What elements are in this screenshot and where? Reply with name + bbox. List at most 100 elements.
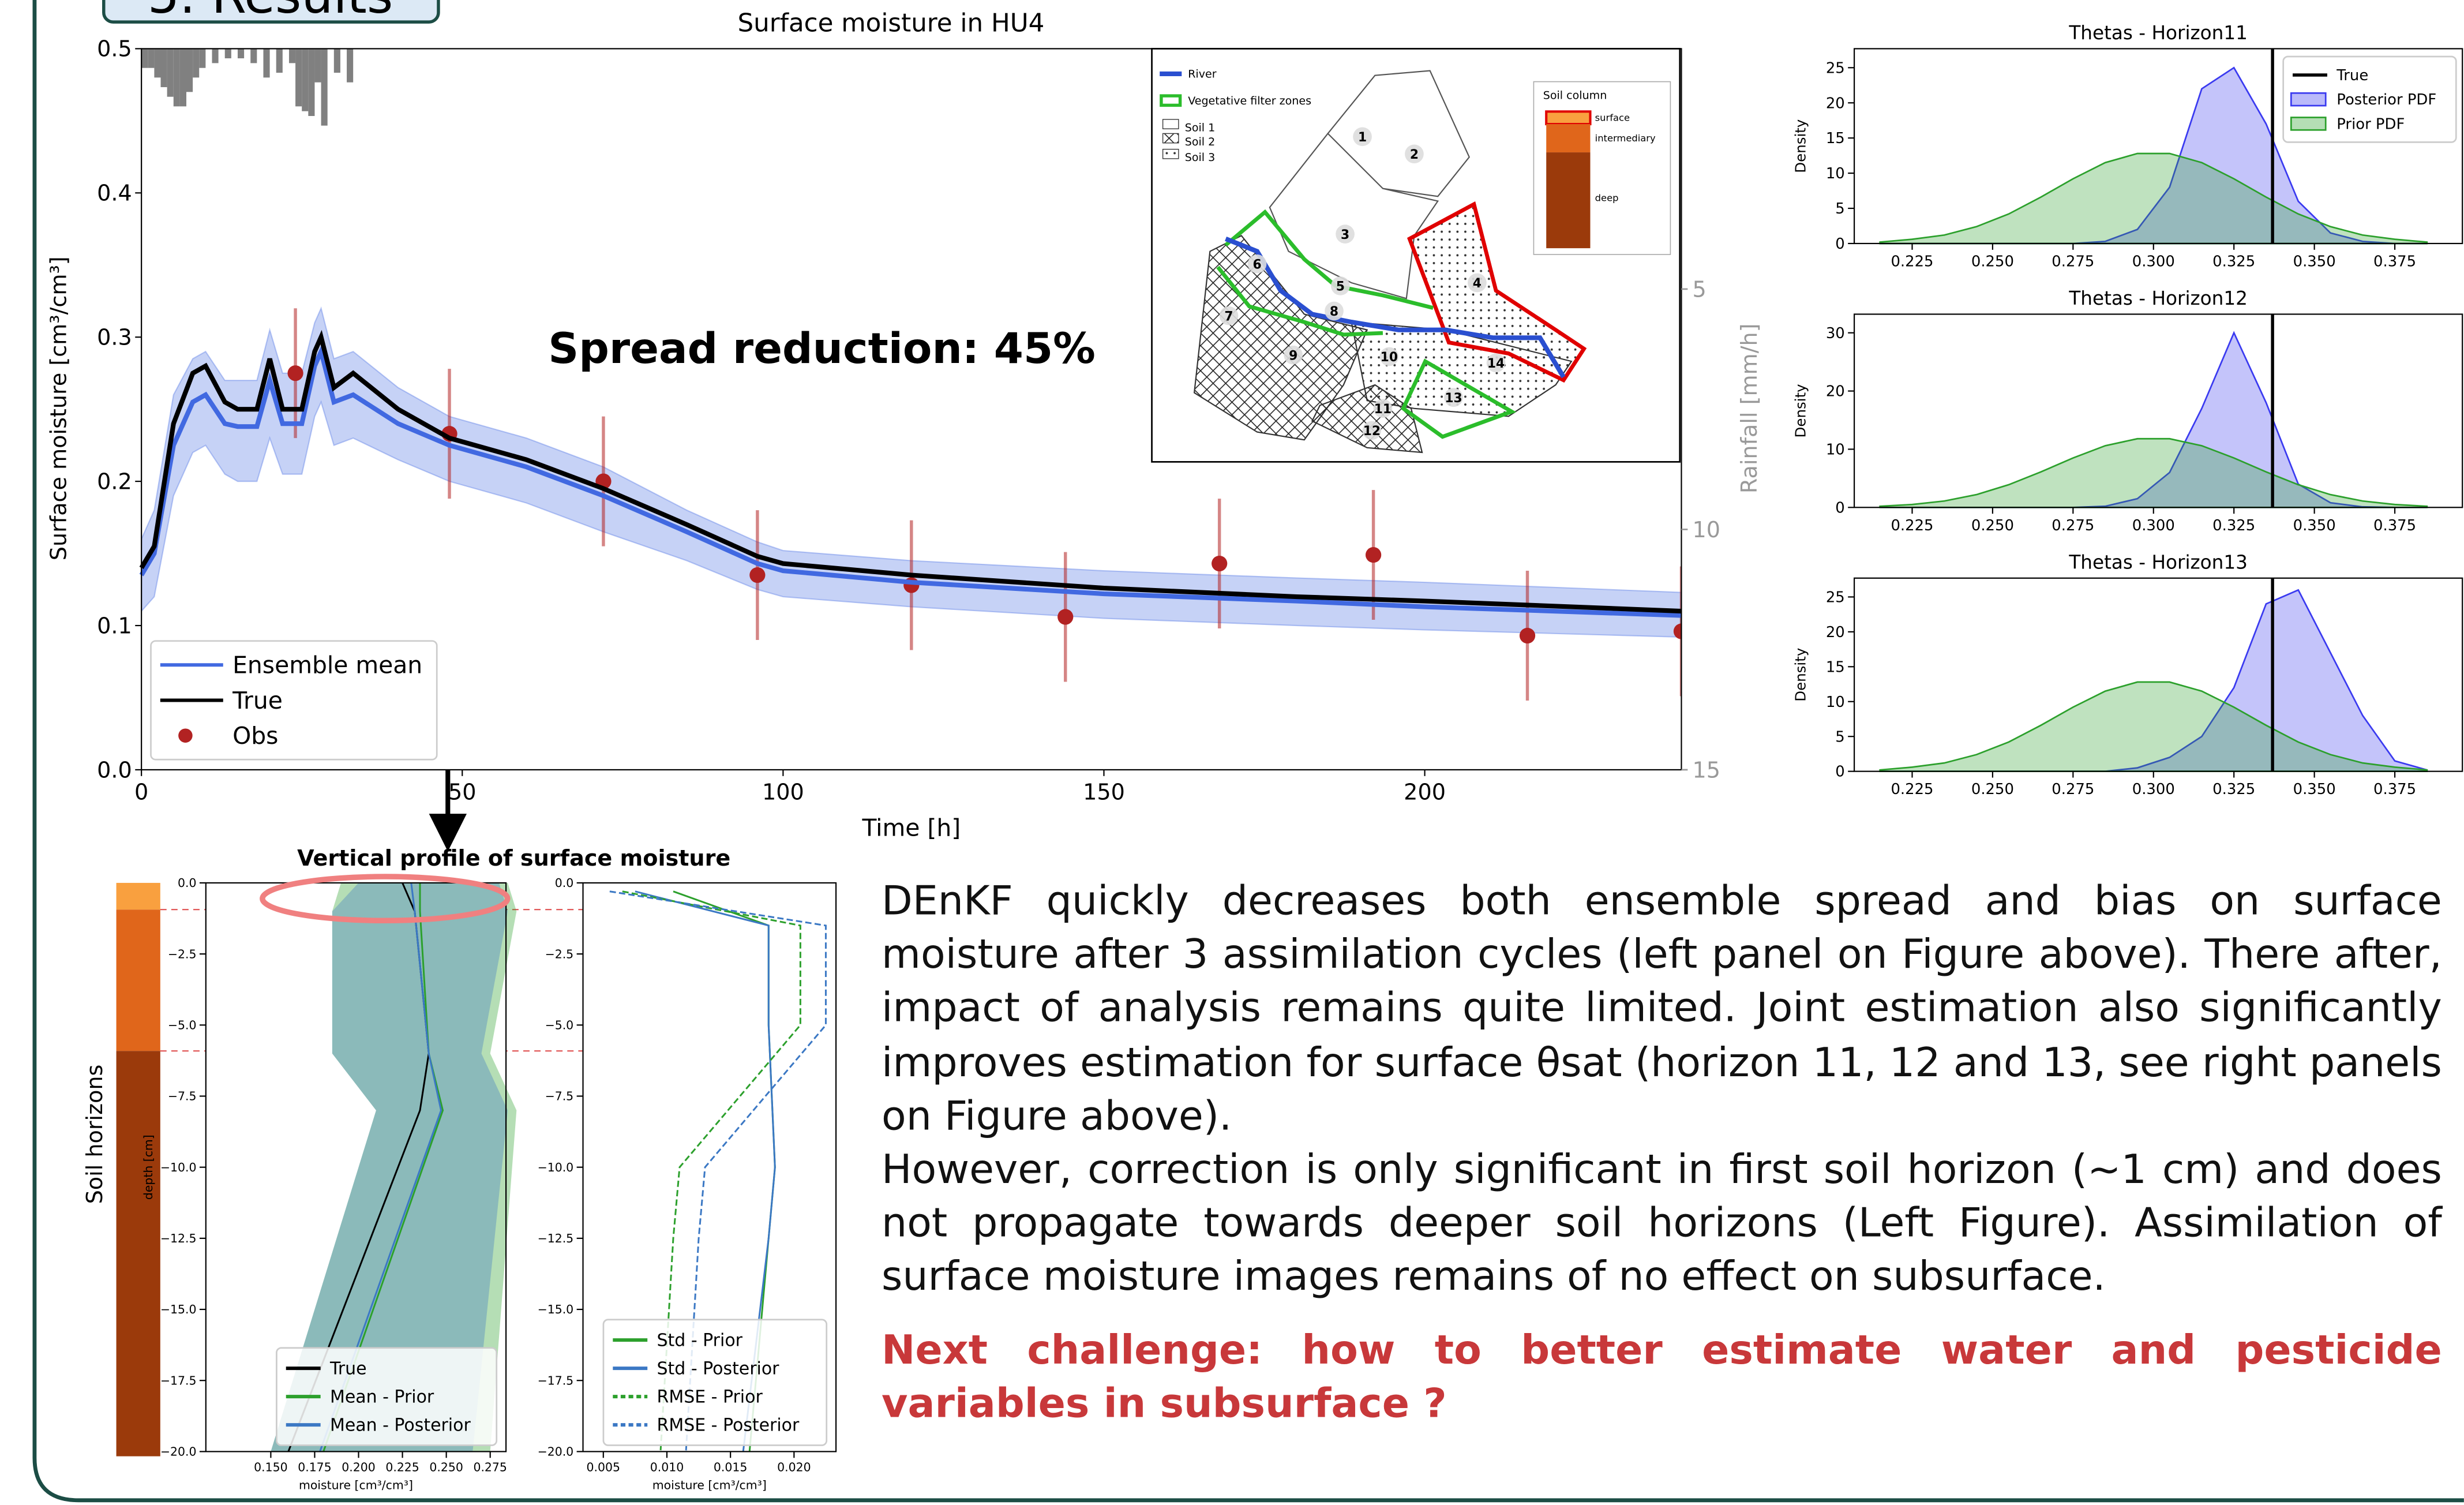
x-tick-label: 0.350 xyxy=(2293,253,2336,270)
rain-bar xyxy=(308,48,314,116)
y-tick-label: −2.5 xyxy=(168,947,197,961)
chart-title: Thetas - Horizon11 xyxy=(2068,22,2248,44)
poster: 5. Results 0501001502000.00.10.20.30.40.… xyxy=(0,0,2464,1505)
legend-label: True xyxy=(232,687,283,714)
y-axis-label: Density xyxy=(1792,648,1809,702)
x-tick-label: 0 xyxy=(134,780,148,805)
paragraph: However, correction is only significant … xyxy=(882,1144,2442,1305)
paragraph: DEnKF quickly decreases both ensemble sp… xyxy=(882,875,2442,1144)
rain-bar xyxy=(347,48,353,82)
x-tick-label: 0.020 xyxy=(777,1460,811,1474)
inset-legend-label: River xyxy=(1188,68,1217,81)
y-tick-label: 5 xyxy=(1835,728,1844,746)
y2-tick-label: 10 xyxy=(1693,517,1721,542)
legend-label: True xyxy=(2336,67,2368,84)
x-tick-label: 0.275 xyxy=(2052,781,2094,798)
chart-title: Thetas - Horizon13 xyxy=(2068,551,2248,573)
y-axis-label: Density xyxy=(1792,384,1809,437)
y-tick-label: 20 xyxy=(1826,383,1845,400)
y-tick-label: 0.0 xyxy=(97,757,132,783)
y-tick-label: 0.0 xyxy=(555,876,573,890)
x-tick-label: 0.250 xyxy=(1971,781,2014,798)
side-label: Soil horizons xyxy=(82,1065,107,1204)
zone-label: 10 xyxy=(1381,350,1398,365)
rain-bar xyxy=(314,48,321,82)
soil-layer xyxy=(117,1051,160,1456)
y-tick-label: 0.0 xyxy=(178,876,196,890)
y-tick-label: −20.0 xyxy=(160,1445,197,1459)
rain-bar xyxy=(161,48,167,87)
x-tick-label: 0.225 xyxy=(1891,517,1933,534)
legend-swatch xyxy=(2291,93,2326,106)
x-tick-label: 150 xyxy=(1083,780,1125,805)
y-tick-label: 10 xyxy=(1826,694,1845,711)
column-layer xyxy=(1546,111,1590,124)
x-tick-label: 0.325 xyxy=(2212,517,2255,534)
x-tick-label: 0.275 xyxy=(2052,253,2094,270)
x-tick-label: 0.225 xyxy=(385,1460,419,1474)
y-axis-label: Density xyxy=(1792,119,1809,173)
legend-label: Posterior PDF xyxy=(2337,91,2436,108)
rain-bar xyxy=(174,48,180,106)
legend-label: RMSE - Posterior xyxy=(657,1416,800,1436)
rain-bar xyxy=(154,48,160,77)
inset-legend-label: Soil 2 xyxy=(1185,136,1216,148)
legend-label: Prior PDF xyxy=(2337,115,2405,133)
zone-label: 13 xyxy=(1445,391,1462,406)
rain-bar xyxy=(180,48,186,106)
zone-label: 5 xyxy=(1336,280,1345,294)
x-tick-label: 0.275 xyxy=(473,1460,507,1474)
y-tick-label: 30 xyxy=(1826,325,1845,342)
rain-bar xyxy=(225,48,231,58)
y-tick-label: 0.1 xyxy=(97,613,132,638)
legend-label: Mean - Prior xyxy=(330,1387,434,1407)
rain-bar xyxy=(289,48,295,63)
rain-bar xyxy=(276,48,283,73)
y-tick-label: 0.5 xyxy=(97,36,132,62)
legend-label: Std - Posterior xyxy=(657,1359,780,1379)
layer-label: surface xyxy=(1595,113,1630,123)
x-axis-label: Time [h] xyxy=(861,814,961,841)
obs-point xyxy=(287,365,303,381)
legend-swatch xyxy=(1163,133,1179,143)
y-tick-label: 0 xyxy=(1835,499,1844,516)
x-tick-label: 0.350 xyxy=(2293,517,2336,534)
zone-label: 1 xyxy=(1358,130,1367,145)
rain-bar xyxy=(141,48,148,68)
y-tick-label: 20 xyxy=(1826,95,1845,112)
x-tick-label: 0.375 xyxy=(2373,781,2416,798)
soil-layer xyxy=(117,883,160,909)
y-tick-label: 15 xyxy=(1826,658,1845,676)
obs-point xyxy=(1520,628,1535,643)
rain-bar xyxy=(321,48,328,125)
y-tick-label: 0.2 xyxy=(97,469,132,494)
x-tick-label: 0.225 xyxy=(1891,781,1933,798)
obs-point xyxy=(749,567,765,583)
x-tick-label: 0.010 xyxy=(650,1460,684,1474)
x-tick-label: 0.300 xyxy=(2132,253,2175,270)
x-tick-label: 100 xyxy=(762,780,804,805)
y-tick-label: 15 xyxy=(1826,130,1845,147)
y-tick-label: 10 xyxy=(1826,441,1845,459)
y2-axis-label: Rainfall [mm/h] xyxy=(1737,323,1762,493)
y-tick-label: −17.5 xyxy=(538,1373,574,1387)
y-tick-label: 0 xyxy=(1835,235,1844,253)
legend-label: Ensemble mean xyxy=(232,652,422,679)
density-area xyxy=(1880,154,2427,244)
x-tick-label: 0.300 xyxy=(2132,517,2175,534)
text-block: DEnKF quickly decreases both ensemble sp… xyxy=(882,875,2442,1431)
x-tick-label: 0.250 xyxy=(429,1460,463,1474)
y-tick-label: 0.3 xyxy=(97,325,132,350)
x-tick-label: 0.350 xyxy=(2293,781,2336,798)
column-title: Soil column xyxy=(1543,89,1607,102)
legend-swatch xyxy=(1163,149,1179,159)
x-tick-label: 0.375 xyxy=(2373,253,2416,270)
y-tick-label: −15.0 xyxy=(538,1302,574,1316)
chart-title: Vertical profile of surface moisture xyxy=(297,845,730,871)
inset-legend-label: Vegetative filter zones xyxy=(1188,95,1311,107)
layer-label: deep xyxy=(1595,192,1619,203)
zone-label: 3 xyxy=(1341,228,1349,242)
zone-label: 11 xyxy=(1374,402,1392,417)
y-tick-label: −2.5 xyxy=(545,947,574,961)
y-tick-label: 10 xyxy=(1826,165,1845,182)
